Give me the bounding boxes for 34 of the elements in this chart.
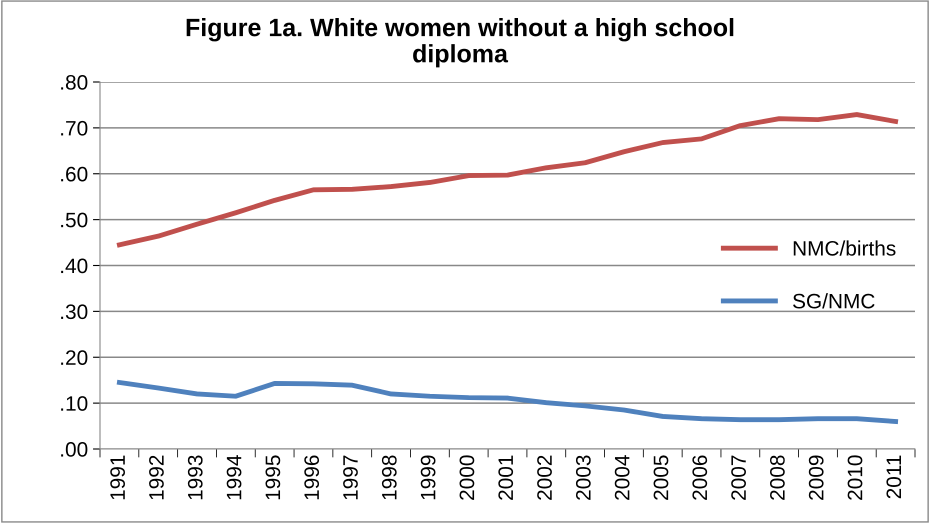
y-tick-label: .10: [61, 396, 88, 411]
y-tick-label: .40: [61, 258, 88, 274]
y-tick-label: .60: [61, 166, 88, 182]
x-tick-label: 2005: [654, 455, 668, 500]
y-tick-label: .50: [61, 212, 88, 228]
legend-label: NMC/births: [794, 240, 896, 256]
chart-title: Figure 1a. White women without a high school diploma: [186, 18, 734, 68]
x-tick-label: 1993: [188, 455, 203, 500]
x-tick-label: 1997: [343, 456, 358, 500]
x-tick-label: 1998: [382, 455, 397, 500]
x-tick-label: 1996: [304, 455, 320, 500]
x-tick-label: 2011: [886, 456, 902, 498]
x-tick-label: 2001: [498, 456, 514, 500]
x-tick-label: 1992: [149, 456, 164, 500]
x-tick-label: 2009: [808, 456, 824, 500]
x-tick-label: 2000: [460, 455, 474, 500]
x-tick-label: 2006: [692, 455, 708, 500]
x-tick-label: 2004: [614, 455, 630, 500]
y-tick-label: .20: [61, 350, 88, 366]
x-tick-label: 2008: [770, 455, 785, 500]
x-tick-label: 1999: [420, 456, 436, 500]
y-tick-label: .00: [61, 442, 88, 457]
x-tick-label: 1991: [110, 456, 125, 500]
x-tick-label: 2010: [848, 455, 862, 500]
x-tick-label: 1995: [265, 455, 280, 500]
y-tick-label: .80: [61, 75, 88, 90]
line-series: [116, 380, 898, 424]
x-tick-label: 2007: [731, 456, 746, 500]
legend-label: SG/NMC: [793, 293, 875, 308]
x-tick-label: 2002: [537, 456, 552, 500]
y-tick-label: .30: [61, 304, 88, 320]
x-tick-label: 1994: [226, 455, 242, 500]
y-tick-label: .70: [61, 120, 88, 136]
x-tick-label: 2003: [576, 455, 591, 500]
